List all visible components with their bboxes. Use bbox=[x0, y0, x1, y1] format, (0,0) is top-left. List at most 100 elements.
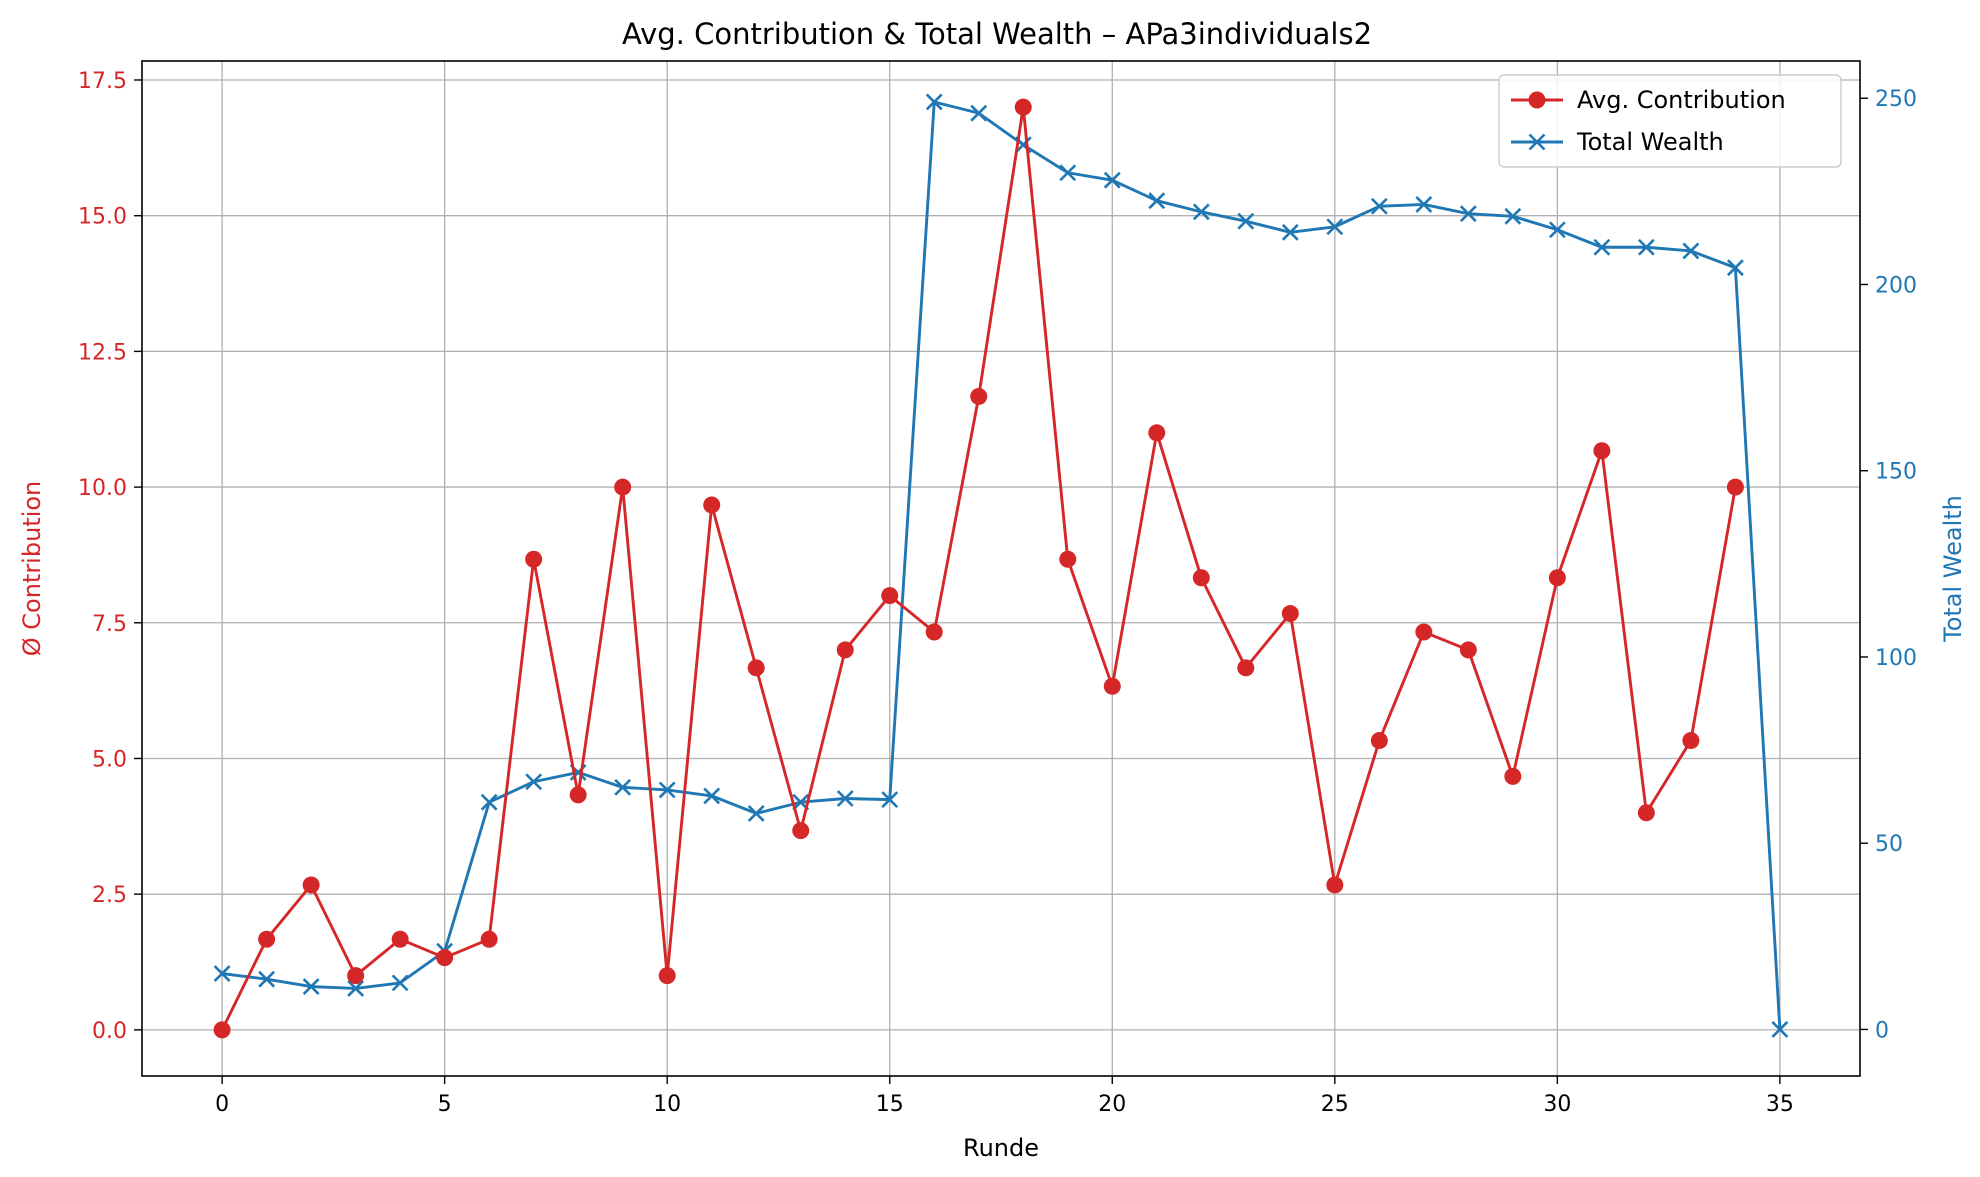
y-left-tick-label: 12.5 bbox=[78, 340, 127, 365]
y-axis-right-label: Total Wealth bbox=[1939, 495, 1967, 643]
data-point bbox=[1370, 197, 1388, 215]
y-axis-left-label: Ø Contribution bbox=[18, 481, 46, 657]
data-point bbox=[1415, 623, 1433, 641]
data-point bbox=[703, 787, 721, 805]
y-left-tick-label: 2.5 bbox=[92, 883, 127, 908]
data-point bbox=[1014, 98, 1032, 116]
data-point bbox=[525, 550, 543, 568]
data-point bbox=[658, 967, 676, 985]
data-point bbox=[836, 790, 854, 807]
x-axis-label: Runde bbox=[963, 1134, 1039, 1162]
y-left-tick-label: 5.0 bbox=[92, 747, 127, 772]
y-right-tick-label: 0 bbox=[1875, 1018, 1889, 1043]
x-tick-label: 25 bbox=[1321, 1092, 1349, 1117]
data-point bbox=[1459, 205, 1477, 223]
y-left-tick-label: 7.5 bbox=[92, 612, 127, 637]
series-total-wealth bbox=[213, 93, 1789, 1038]
legend-entry: Avg. Contribution bbox=[1511, 86, 1786, 114]
x-tick-label: 10 bbox=[653, 1092, 681, 1117]
data-point bbox=[1415, 195, 1433, 213]
data-point bbox=[1281, 223, 1299, 241]
data-point bbox=[1548, 221, 1566, 239]
y-axis-right: 0 50 100 150 200 250 bbox=[1860, 87, 1917, 1043]
data-point bbox=[1370, 732, 1388, 750]
data-point bbox=[1103, 677, 1121, 695]
x-tick-label: 5 bbox=[438, 1092, 452, 1117]
data-point bbox=[1237, 212, 1255, 230]
data-point bbox=[1281, 605, 1299, 623]
data-point bbox=[1771, 1021, 1789, 1038]
legend-label: Avg. Contribution bbox=[1577, 86, 1786, 114]
data-point bbox=[1637, 804, 1655, 822]
data-point bbox=[1103, 171, 1121, 189]
legend-entries: Avg. Contribution Total Wealth bbox=[1511, 86, 1786, 156]
data-point bbox=[836, 641, 854, 659]
data-point bbox=[1504, 207, 1522, 225]
x-tick-label: 20 bbox=[1098, 1092, 1126, 1117]
legend-marker bbox=[1528, 91, 1546, 109]
data-point bbox=[213, 1021, 231, 1039]
x-tick-label: 15 bbox=[876, 1092, 904, 1117]
data-point bbox=[213, 965, 231, 982]
y-axis-left: 0.0 2.5 5.0 7.5 10.0 12.5 15.0 17.5 bbox=[78, 69, 142, 1044]
y-left-tick-label: 0.0 bbox=[92, 1019, 127, 1044]
data-point bbox=[1682, 732, 1700, 750]
data-point bbox=[525, 773, 543, 791]
data-point bbox=[302, 978, 320, 996]
data-point bbox=[1192, 569, 1210, 587]
data-point bbox=[747, 659, 765, 677]
data-point bbox=[347, 980, 365, 997]
data-point bbox=[302, 876, 320, 894]
legend-label: Total Wealth bbox=[1576, 128, 1724, 156]
y-left-tick-label: 17.5 bbox=[78, 69, 127, 94]
data-point bbox=[703, 496, 721, 514]
y-right-tick-label: 250 bbox=[1875, 87, 1917, 112]
legend-box bbox=[1498, 74, 1842, 168]
data-point bbox=[1148, 192, 1166, 210]
grid bbox=[142, 61, 1860, 1076]
x-tick-label: 0 bbox=[215, 1092, 229, 1117]
data-point bbox=[258, 970, 276, 988]
data-point bbox=[569, 786, 587, 804]
series-avg-contribution bbox=[213, 98, 1744, 1039]
data-point bbox=[881, 791, 899, 809]
y-right-tick-label: 50 bbox=[1875, 832, 1903, 857]
y-right-tick-label: 200 bbox=[1875, 273, 1917, 298]
data-point bbox=[614, 478, 632, 496]
data-point bbox=[658, 781, 676, 799]
y-left-tick-label: 10.0 bbox=[78, 476, 127, 501]
chart-title: Avg. Contribution & Total Wealth – APa3i… bbox=[622, 17, 1372, 51]
data-point bbox=[1326, 218, 1344, 236]
data-point bbox=[881, 587, 899, 605]
y-right-tick-label: 150 bbox=[1875, 460, 1917, 485]
x-tick-label: 30 bbox=[1543, 1092, 1571, 1117]
data-point bbox=[1504, 767, 1522, 785]
legend: Avg. Contribution Total Wealth bbox=[1498, 74, 1842, 168]
data-point bbox=[1548, 569, 1566, 587]
data-point bbox=[1726, 259, 1744, 277]
data-point bbox=[1682, 242, 1700, 260]
data-point bbox=[1459, 641, 1477, 659]
data-point bbox=[925, 623, 943, 641]
data-point bbox=[747, 804, 765, 822]
legend-entry: Total Wealth bbox=[1511, 128, 1724, 156]
series-line bbox=[221, 100, 1782, 1030]
series-layer bbox=[213, 93, 1789, 1039]
data-point bbox=[1593, 442, 1611, 460]
data-point bbox=[925, 93, 943, 111]
x-axis: 0 5 10 15 20 25 30 35 bbox=[215, 1076, 1794, 1117]
data-point bbox=[391, 930, 409, 948]
data-point bbox=[1593, 238, 1611, 256]
data-point bbox=[436, 949, 454, 967]
data-point bbox=[614, 778, 632, 796]
data-point bbox=[1059, 164, 1077, 182]
data-point bbox=[391, 974, 409, 992]
data-point bbox=[258, 930, 276, 948]
plot-frame bbox=[141, 60, 1861, 1077]
x-tick-label: 35 bbox=[1766, 1092, 1794, 1117]
y-right-tick-label: 100 bbox=[1875, 646, 1917, 671]
data-point bbox=[1326, 876, 1344, 894]
data-point bbox=[1192, 203, 1210, 221]
